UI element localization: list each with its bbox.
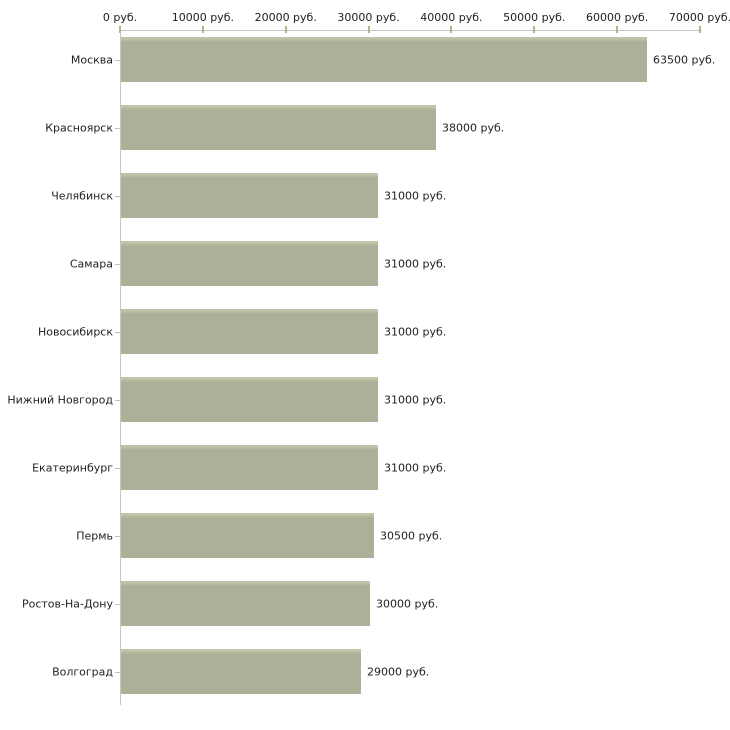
category-label: Красноярск <box>45 121 113 134</box>
value-label: 29000 руб. <box>367 665 430 678</box>
value-label: 31000 руб. <box>384 393 447 406</box>
bar-5 <box>121 377 378 422</box>
x-axis-tick-mark <box>616 26 619 33</box>
x-axis-tick-label: 60000 руб. <box>586 11 649 24</box>
category-label: Екатеринбург <box>32 461 113 474</box>
category-tick-mark <box>115 671 120 673</box>
x-axis-tick-mark <box>450 26 453 33</box>
y-axis-line <box>120 30 121 705</box>
bar-1 <box>121 105 436 150</box>
x-axis-tick-label: 20000 руб. <box>254 11 317 24</box>
x-axis-tick-label: 30000 руб. <box>337 11 400 24</box>
x-axis-tick-mark <box>533 26 536 33</box>
category-tick-mark <box>115 59 120 61</box>
category-tick-mark <box>115 331 120 333</box>
category-label: Челябинск <box>51 189 113 202</box>
category-label: Самара <box>69 257 113 270</box>
value-label: 31000 руб. <box>384 189 447 202</box>
category-tick-mark <box>115 535 120 537</box>
x-axis-tick-mark <box>119 26 121 33</box>
x-axis-tick-mark <box>201 26 204 33</box>
x-axis-tick-mark <box>284 26 287 33</box>
category-tick-mark <box>115 263 120 265</box>
value-label: 31000 руб. <box>384 257 447 270</box>
category-label: Пермь <box>76 529 113 542</box>
value-label: 38000 руб. <box>442 121 505 134</box>
value-label: 63500 руб. <box>653 53 716 66</box>
x-axis-tick-label: 70000 руб. <box>668 11 730 24</box>
x-axis-tick-mark <box>699 26 701 33</box>
bar-8 <box>121 581 370 626</box>
value-label: 30500 руб. <box>380 529 443 542</box>
category-tick-mark <box>115 467 120 469</box>
category-label: Нижний Новгород <box>7 393 113 406</box>
category-label: Волгоград <box>52 665 113 678</box>
bar-7 <box>121 513 374 558</box>
x-axis-tick-mark <box>367 26 370 33</box>
category-tick-mark <box>115 603 120 605</box>
bar-3 <box>121 241 378 286</box>
bar-2 <box>121 173 378 218</box>
bar-4 <box>121 309 378 354</box>
x-axis-tick-label: 40000 руб. <box>420 11 483 24</box>
x-axis-tick-label: 50000 руб. <box>503 11 566 24</box>
category-tick-mark <box>115 195 120 197</box>
category-label: Новосибирск <box>37 325 113 338</box>
category-label: Москва <box>70 53 113 66</box>
bar-0 <box>121 37 647 82</box>
category-tick-mark <box>115 127 120 129</box>
category-tick-mark <box>115 399 120 401</box>
bar-6 <box>121 445 378 490</box>
bar-9 <box>121 649 361 694</box>
x-axis-tick-label: 0 руб. <box>102 11 138 24</box>
value-label: 31000 руб. <box>384 461 447 474</box>
value-label: 30000 руб. <box>376 597 439 610</box>
category-label: Ростов-На-Дону <box>21 597 113 610</box>
x-axis-tick-label: 10000 руб. <box>171 11 234 24</box>
value-label: 31000 руб. <box>384 325 447 338</box>
x-axis-line <box>120 30 702 31</box>
